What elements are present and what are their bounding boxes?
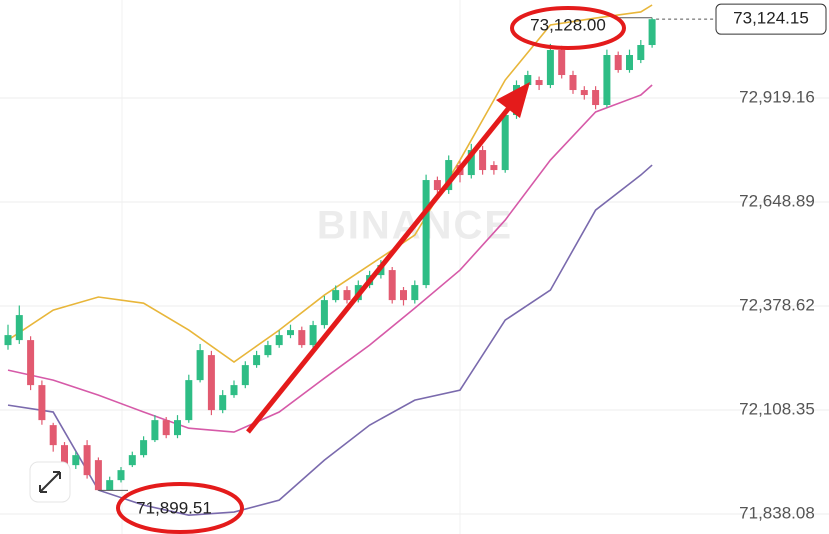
candle-body bbox=[253, 355, 261, 366]
candle-body bbox=[106, 480, 114, 491]
candle-body bbox=[264, 345, 272, 356]
y-tick-label: 72,108.35 bbox=[739, 399, 815, 418]
candle-body bbox=[320, 300, 328, 326]
y-tick-label: 72,648.89 bbox=[739, 192, 815, 211]
band-line bbox=[7, 84, 653, 433]
candle-body bbox=[207, 355, 215, 411]
candle-body bbox=[140, 440, 148, 456]
candle-body bbox=[490, 165, 498, 171]
arrow-shaft bbox=[246, 102, 514, 434]
candle-body bbox=[72, 455, 80, 466]
candle-body bbox=[422, 180, 430, 286]
candle-body bbox=[27, 340, 35, 386]
candle-body bbox=[626, 55, 633, 71]
candle-body bbox=[94, 460, 102, 491]
candle-body bbox=[524, 75, 532, 86]
candle-body bbox=[433, 180, 441, 191]
low-label: 71,899.51 bbox=[136, 498, 212, 517]
price-label: 73,124.15 bbox=[733, 9, 809, 28]
candle-body bbox=[546, 50, 554, 86]
candle-body bbox=[445, 160, 453, 191]
candle-body bbox=[162, 420, 170, 436]
price-box bbox=[715, 3, 827, 35]
candle-body bbox=[592, 90, 600, 106]
candle-body bbox=[117, 470, 125, 481]
candle-body bbox=[275, 335, 283, 346]
high-label: 73,128.00 bbox=[530, 15, 606, 34]
arrow-head bbox=[496, 82, 530, 118]
candle-body bbox=[479, 150, 487, 171]
candle-body bbox=[15, 315, 23, 341]
candle-body bbox=[219, 395, 227, 411]
highlight-ring bbox=[510, 6, 626, 50]
y-tick-label: 72,378.62 bbox=[739, 295, 815, 314]
expand-icon bbox=[39, 471, 61, 493]
candle-body bbox=[603, 55, 611, 106]
band-line bbox=[7, 4, 653, 364]
candle-body bbox=[343, 290, 351, 301]
candle-body bbox=[637, 45, 645, 61]
candle-body bbox=[83, 445, 91, 476]
candle-body bbox=[230, 385, 238, 396]
candle-body bbox=[467, 150, 475, 176]
y-tick-label: 72,919.16 bbox=[739, 88, 815, 107]
highlight-ring bbox=[116, 482, 244, 534]
candle-body bbox=[614, 55, 622, 71]
candle-body bbox=[49, 425, 57, 446]
candle-body bbox=[400, 290, 407, 301]
candle-body bbox=[569, 75, 577, 91]
candle-body bbox=[501, 115, 509, 171]
candle-body bbox=[151, 420, 159, 441]
candle-body bbox=[298, 330, 306, 346]
candle-body bbox=[174, 420, 181, 436]
candle-body bbox=[580, 90, 588, 96]
candle-body bbox=[648, 19, 656, 46]
candle-body bbox=[411, 285, 419, 301]
candle-body bbox=[241, 365, 249, 386]
y-tick-label: 71,838.08 bbox=[739, 503, 815, 522]
candle-body bbox=[558, 50, 566, 76]
candle-body bbox=[4, 335, 12, 346]
candle-body bbox=[388, 270, 396, 301]
candle-body bbox=[332, 290, 340, 301]
candle-body bbox=[309, 325, 317, 346]
candle-body bbox=[287, 330, 294, 336]
candle-body bbox=[196, 350, 204, 381]
candle-body bbox=[185, 380, 193, 421]
candle-body bbox=[61, 445, 68, 471]
candle-body bbox=[38, 385, 46, 421]
candle-body bbox=[128, 455, 136, 466]
candle-body bbox=[535, 80, 543, 86]
